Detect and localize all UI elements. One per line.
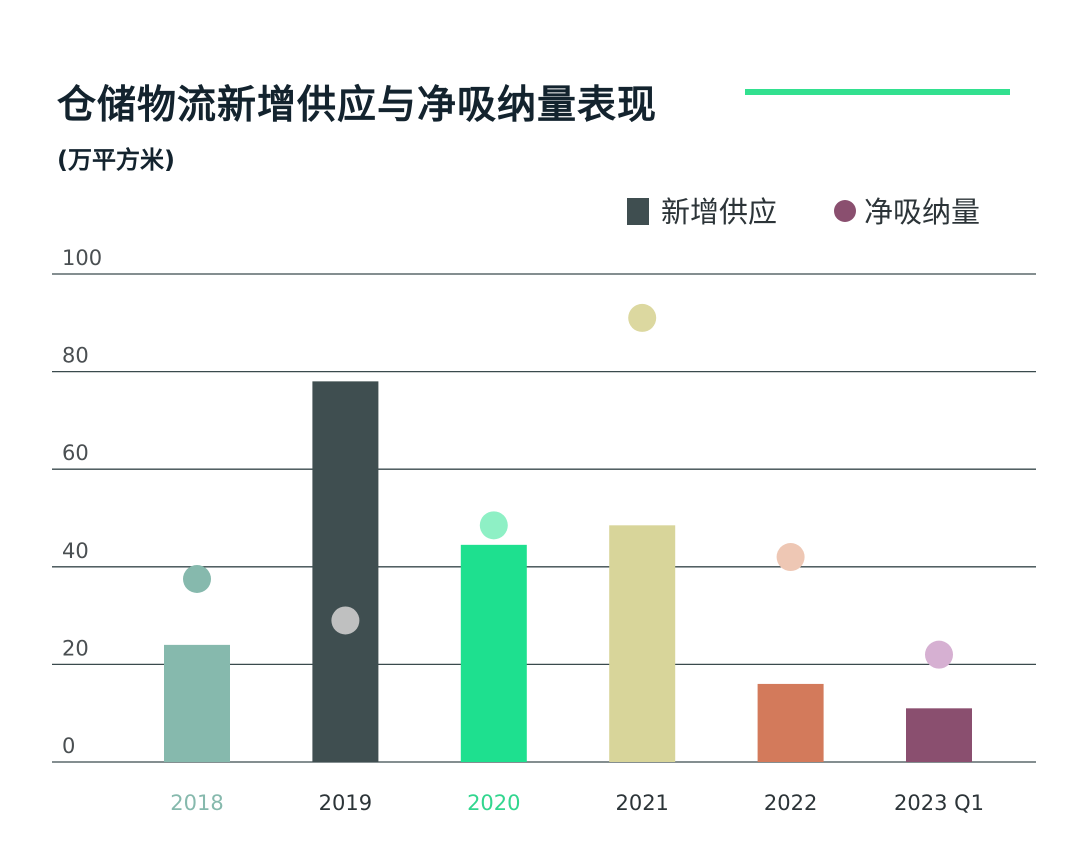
x-tick-label: 2019 <box>319 791 372 815</box>
supply-bar-2018 <box>164 644 230 762</box>
y-tick-label: 20 <box>62 636 89 660</box>
y-tick-label: 0 <box>62 734 75 758</box>
supply-bars <box>164 381 972 762</box>
absorption-dots <box>183 303 953 669</box>
supply-bar-2022 <box>757 683 824 762</box>
x-tick-label: 2018 <box>170 791 223 815</box>
legend-dot-swatch <box>834 200 856 222</box>
absorption-dot-2022 <box>776 543 805 572</box>
y-tick-label: 40 <box>62 539 89 563</box>
unit-label: (万平方米) <box>57 146 175 174</box>
x-tick-label: 2022 <box>764 791 817 815</box>
x-axis-labels: 2018 2019 2020 2021 2022 2023 Q1 <box>170 791 984 815</box>
supply-bar-2019 <box>312 381 379 762</box>
supply-bar-2023-q1 <box>906 708 972 762</box>
x-tick-label: 2020 <box>467 791 520 815</box>
y-tick-label: 80 <box>62 344 89 368</box>
y-tick-label: 60 <box>62 441 89 465</box>
legend: 新增供应 净吸纳量 <box>627 195 980 229</box>
x-tick-label: 2021 <box>615 791 668 815</box>
legend-bar-swatch <box>627 198 649 225</box>
supply-bar-2020 <box>460 544 527 762</box>
chart-title: 仓储物流新增供应与净吸纳量表现 <box>57 83 658 128</box>
absorption-dot-2020 <box>479 511 508 540</box>
legend-dot-label: 净吸纳量 <box>864 195 980 229</box>
absorption-dot-2021 <box>628 303 657 332</box>
legend-bar-label: 新增供应 <box>661 195 777 229</box>
absorption-dot-2023-q1 <box>925 640 953 669</box>
y-axis-ticks: 0 20 40 60 80 100 <box>62 246 102 758</box>
absorption-dot-2018 <box>183 565 211 593</box>
title-accent-rule <box>745 89 1010 95</box>
supply-bar-2021 <box>609 525 676 762</box>
absorption-dot-2019 <box>331 606 360 635</box>
x-tick-label: 2023 Q1 <box>894 791 984 815</box>
y-tick-label: 100 <box>62 246 102 270</box>
